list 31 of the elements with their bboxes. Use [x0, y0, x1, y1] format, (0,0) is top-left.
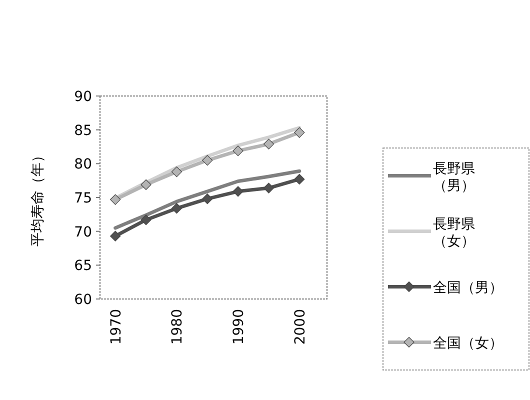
legend-label: 全国（女） [433, 335, 503, 352]
y-tick-label: 60 [74, 292, 92, 308]
point [202, 154, 213, 166]
point [110, 230, 121, 242]
legend-label: 長野県（女） [433, 216, 475, 250]
x-tick-label: 1990 [231, 309, 248, 345]
point [263, 138, 274, 150]
y-tick-label: 85 [74, 122, 92, 139]
point [202, 194, 213, 204]
x-tick-label: 1970 [108, 309, 124, 345]
point [294, 127, 305, 138]
point [294, 174, 305, 185]
y-tick-label: 80 [74, 156, 92, 173]
point [171, 166, 182, 178]
point [110, 194, 121, 205]
y-tick-label: 70 [74, 224, 92, 240]
x-tick-label: 1980 [170, 309, 186, 345]
point [263, 182, 274, 194]
point [232, 186, 244, 197]
y-tick-label: 90 [74, 89, 92, 105]
line-series [114, 169, 302, 230]
point [140, 214, 152, 226]
y-axis-title: 平均寿命（年） [30, 148, 46, 246]
x-tick-label: 2000 [292, 309, 308, 345]
y-tick-label: 65 [74, 258, 92, 274]
point [232, 146, 244, 156]
legend-label: 全国（男） [433, 280, 503, 296]
y-tick-label: 75 [74, 190, 92, 206]
legend-label: 長野県（男） [433, 160, 475, 194]
point [140, 179, 152, 190]
point [171, 203, 182, 214]
